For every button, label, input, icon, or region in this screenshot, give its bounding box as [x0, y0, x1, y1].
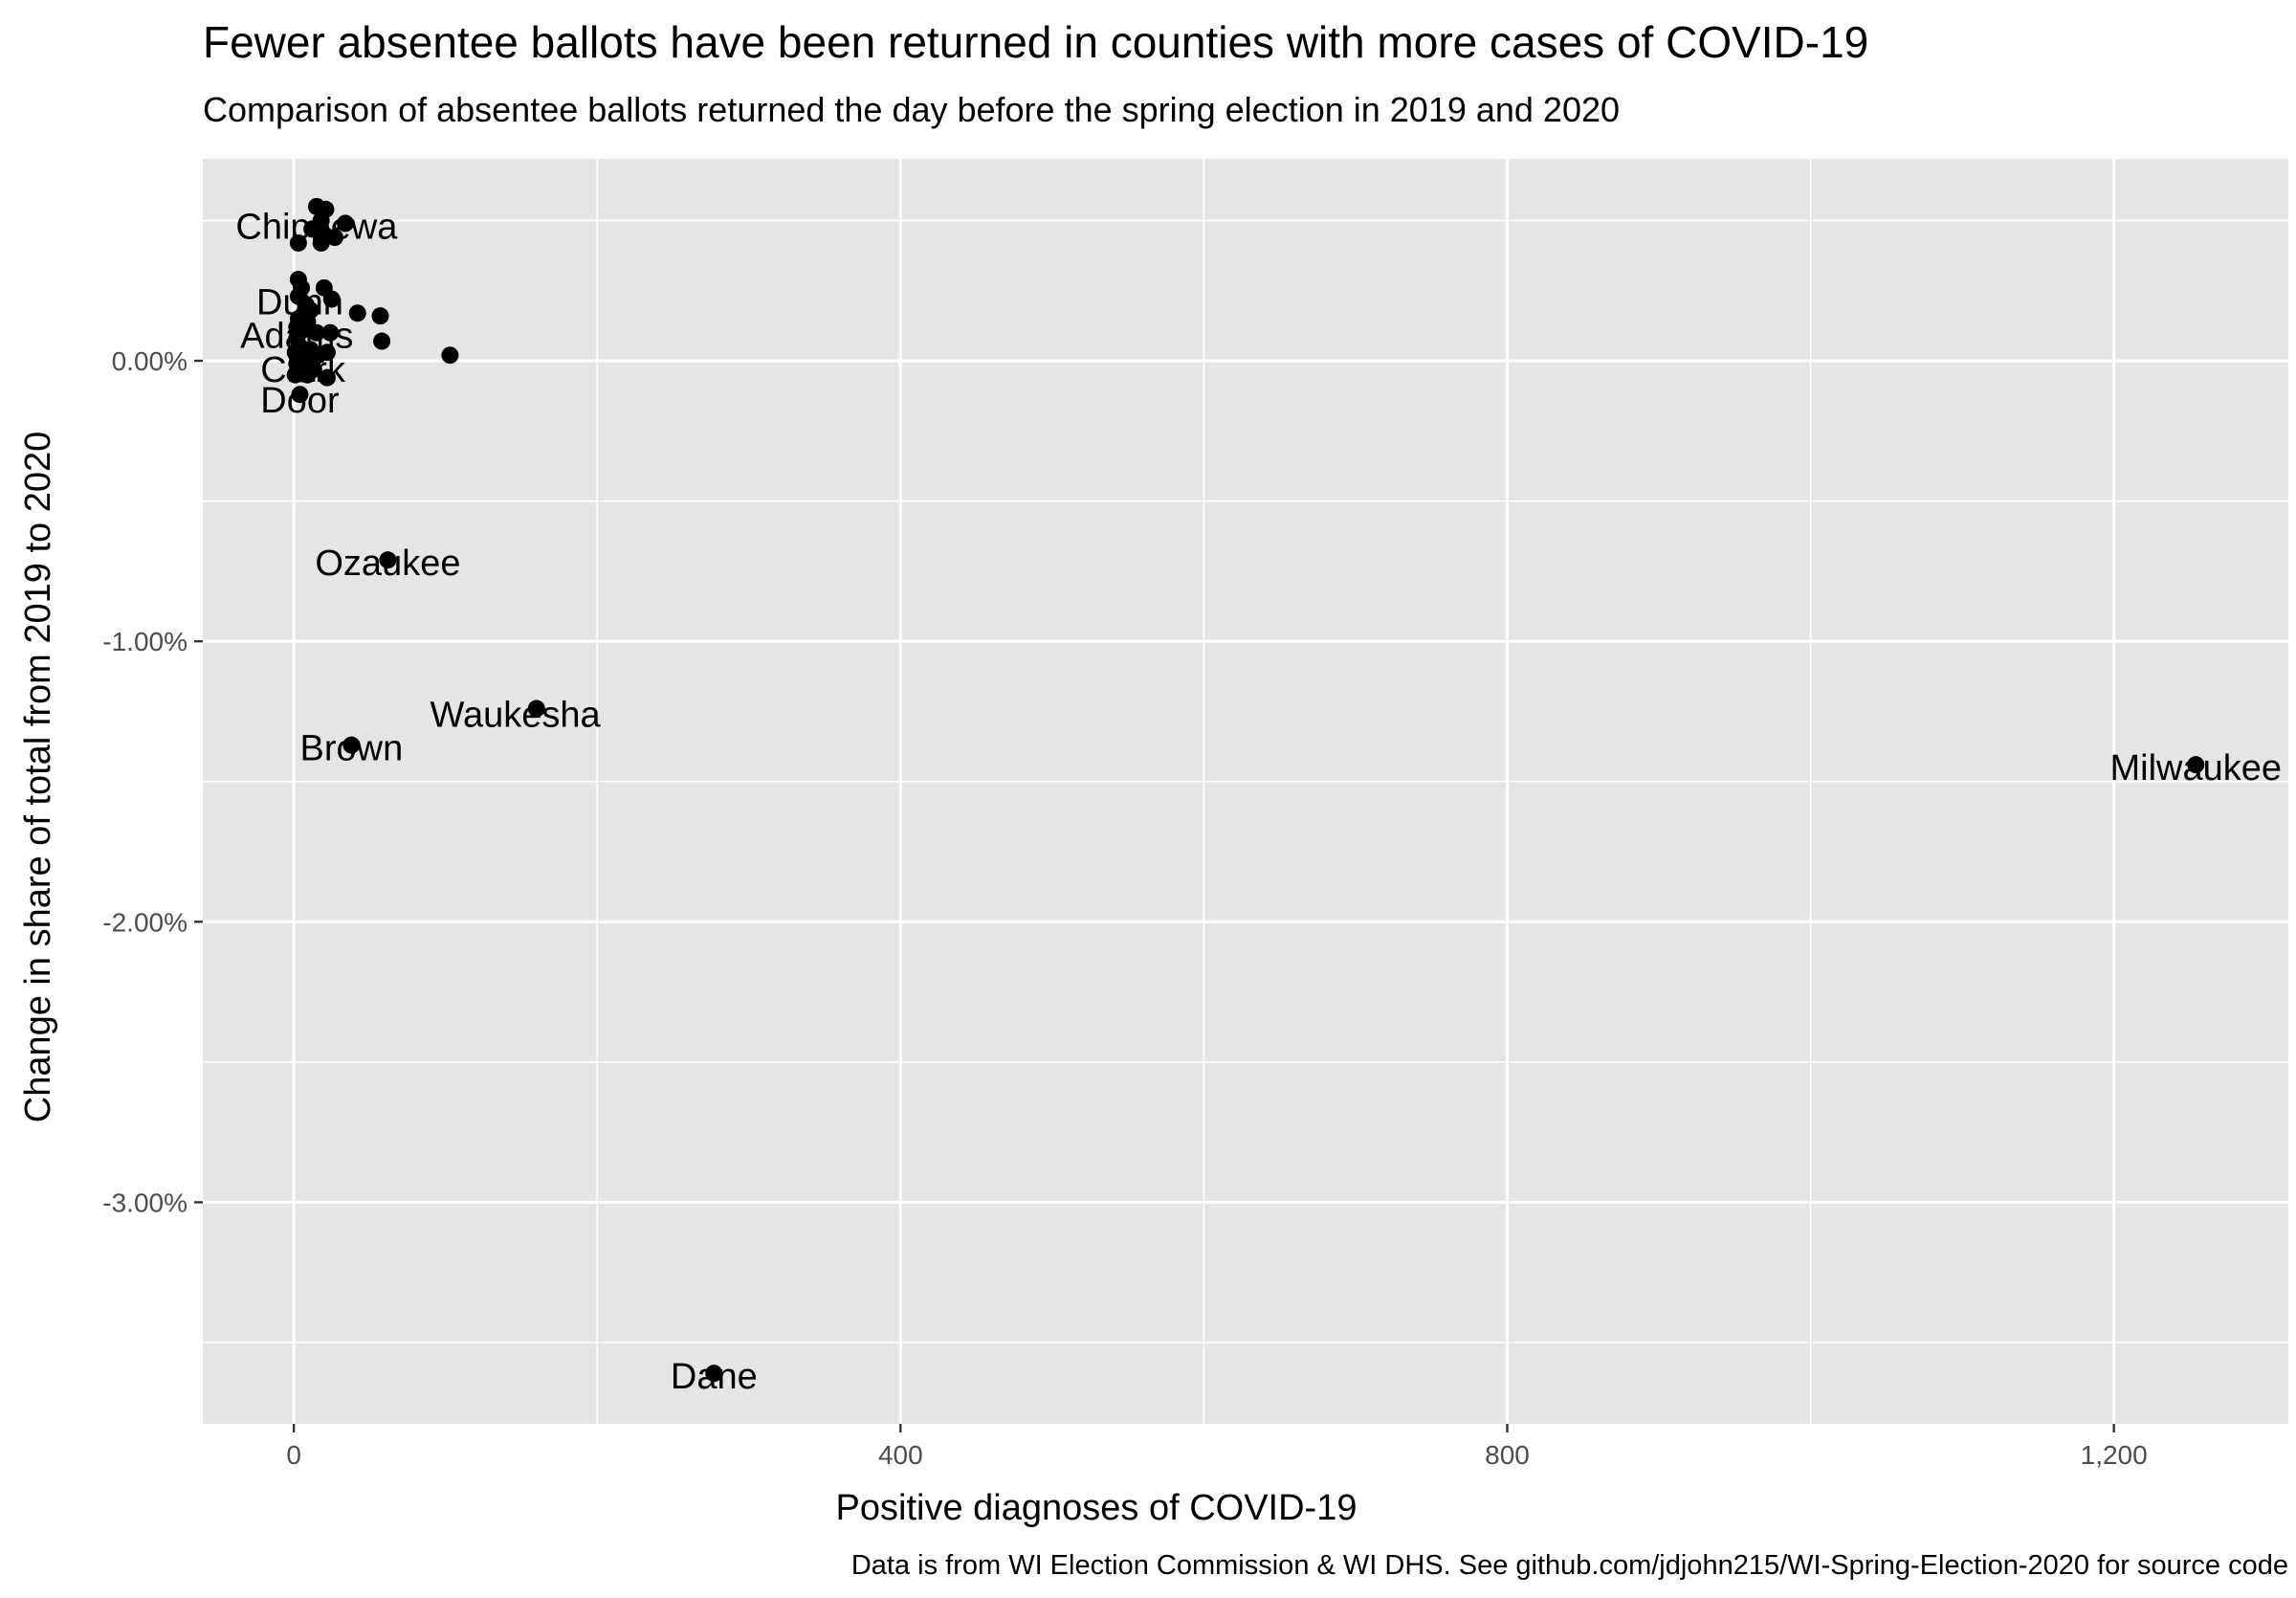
point-label: Door	[260, 381, 340, 421]
y-tick-label: 0.00%	[112, 346, 188, 376]
chart-subtitle: Comparison of absentee ballots returned …	[203, 90, 1620, 129]
data-points	[286, 197, 2205, 1383]
point-label: Ozaukee	[315, 544, 460, 584]
chart-title: Fewer absentee ballots have been returne…	[203, 17, 1868, 67]
data-point	[441, 346, 459, 365]
x-tick-label: 0	[286, 1440, 301, 1470]
chart-caption: Data is from WI Election Commission & WI…	[851, 1550, 2288, 1581]
data-point	[286, 366, 304, 384]
point-label: Dunn	[256, 282, 343, 322]
point-label: Chippewa	[235, 207, 398, 247]
data-point	[342, 736, 361, 754]
point-label: Dane	[671, 1357, 758, 1397]
y-axis-title: Change in share of total from 2019 to 20…	[18, 432, 58, 1122]
x-axis-ticks: 0 400 800 1,200	[286, 1424, 2148, 1470]
point-label: Waukesha	[430, 695, 602, 735]
y-tick-label: -1.00%	[102, 627, 188, 656]
data-point	[371, 307, 389, 325]
point-label: Milwaukee	[2110, 748, 2283, 788]
data-point	[527, 699, 545, 718]
data-point	[2187, 756, 2205, 774]
data-point	[309, 346, 327, 365]
x-tick-label: 1,200	[2081, 1440, 2148, 1470]
data-point	[325, 229, 343, 247]
x-tick-label: 800	[1485, 1440, 1530, 1470]
data-point	[312, 233, 330, 252]
y-tick-label: -2.00%	[102, 907, 188, 937]
point-label: Adams	[240, 317, 353, 357]
data-point	[298, 366, 317, 384]
data-point	[307, 323, 325, 342]
data-point	[291, 386, 309, 404]
y-axis-ticks: 0.00% -1.00% -2.00% -3.00%	[102, 346, 203, 1217]
data-point	[289, 233, 307, 252]
plot-panel	[203, 159, 2288, 1424]
data-point	[322, 290, 341, 308]
x-axis-title: Positive diagnoses of COVID-19	[836, 1488, 1358, 1528]
data-point	[348, 304, 366, 322]
x-tick-label: 400	[878, 1440, 923, 1470]
data-point	[379, 551, 397, 569]
data-point	[337, 214, 355, 233]
y-tick-label: -3.00%	[102, 1187, 188, 1217]
data-point	[705, 1365, 723, 1383]
data-point	[321, 323, 340, 342]
minor-gridlines	[203, 159, 2288, 1424]
point-label: Clark	[260, 350, 346, 390]
point-label: Brown	[300, 729, 404, 769]
data-point	[319, 368, 337, 387]
data-point	[373, 332, 391, 350]
